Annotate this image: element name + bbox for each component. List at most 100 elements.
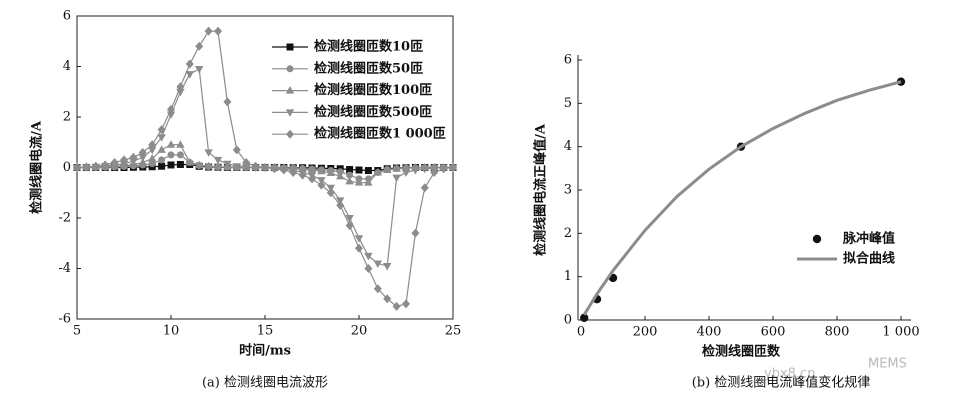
marker [223,97,232,107]
marker [167,104,175,114]
watermark-site: ybx8.cn [764,367,815,382]
y-tick-label: -2 [58,211,71,226]
marker [119,160,129,169]
y-tick-label: -6 [58,312,71,327]
marker [73,163,81,172]
x-axis-label: 时间/ms [239,343,291,359]
caption: (b) 检测线圈电流峰值变化规律 [692,375,871,391]
legend-label: 拟合曲线 [843,251,895,267]
series-line [582,80,902,316]
marker [158,162,166,170]
marker [326,188,335,198]
y-axis-label: 检测线圈电流/A [29,120,45,214]
marker [298,170,307,180]
marker [383,262,392,271]
marker [242,163,251,172]
y-tick-label: 2 [63,110,71,125]
x-tick-label: 800 [825,325,850,340]
marker [449,163,457,172]
marker [411,167,420,175]
legend-label: 脉冲峰值 [842,231,895,247]
marker [148,140,157,150]
marker [204,161,213,170]
marker [317,166,326,175]
marker [148,160,156,168]
marker [364,167,372,175]
y-tick-label: 6 [564,53,572,68]
marker [354,178,364,186]
marker [157,145,166,153]
marker [242,157,251,167]
marker [392,301,401,311]
marker [213,156,223,165]
marker [346,171,354,179]
marker [336,171,345,180]
marker [195,66,204,74]
legend-marker [812,234,822,244]
marker [157,134,166,142]
marker [345,176,354,185]
marker [138,147,147,157]
marker [204,149,213,157]
legend-marker [286,65,294,73]
marker [354,235,364,243]
x-tick-label: 400 [697,325,722,340]
x-axis-label: 检测线圈匝数 [702,344,781,360]
marker [364,252,373,261]
marker [158,156,166,164]
legend-marker [285,86,295,94]
y-tick-label: 0 [564,313,572,328]
x-tick-label: 200 [633,325,658,340]
marker [101,160,110,170]
legend-label: 检测线圈匝数10匝 [314,39,423,55]
marker [185,59,194,69]
marker [176,140,185,148]
marker [223,160,232,169]
legend-marker [286,43,294,51]
marker [120,155,128,165]
marker [289,168,298,178]
marker [383,165,392,174]
marker [355,166,363,174]
legend-label: 检测线圈匝数500匝 [314,104,432,120]
marker [402,299,410,309]
marker [307,165,317,174]
marker [364,178,373,186]
marker [420,165,429,174]
x-tick-label: 15 [257,324,274,339]
marker [110,157,119,167]
legend-label: 检测线圈匝数1 000匝 [314,126,446,142]
watermark-brand: MEMS [868,357,907,372]
legend-marker [286,129,294,139]
marker [148,154,157,162]
marker [336,168,344,176]
marker [167,161,175,169]
x-tick-label: 25 [445,324,462,339]
marker [383,294,392,304]
marker [392,164,401,172]
marker [345,215,354,223]
marker [373,284,382,294]
caption: (a) 检测线圈电流波形 [202,376,328,391]
marker [270,164,279,174]
marker [185,71,194,79]
marker [138,154,147,162]
x-tick-label: 0 [577,325,585,340]
marker [261,163,269,172]
x-tick-label: 20 [351,324,368,339]
marker [232,145,241,155]
y-tick-label: 6 [63,9,71,24]
x-tick-label: 600 [761,325,786,340]
marker [176,151,184,159]
marker [439,164,448,174]
marker [129,158,138,166]
marker [345,221,354,231]
y-tick-label: 0 [63,160,71,175]
marker [82,162,91,172]
marker [166,140,176,148]
x-tick-label: 10 [163,324,180,339]
marker [148,146,157,155]
marker [401,163,411,172]
y-tick-label: -4 [58,261,71,276]
